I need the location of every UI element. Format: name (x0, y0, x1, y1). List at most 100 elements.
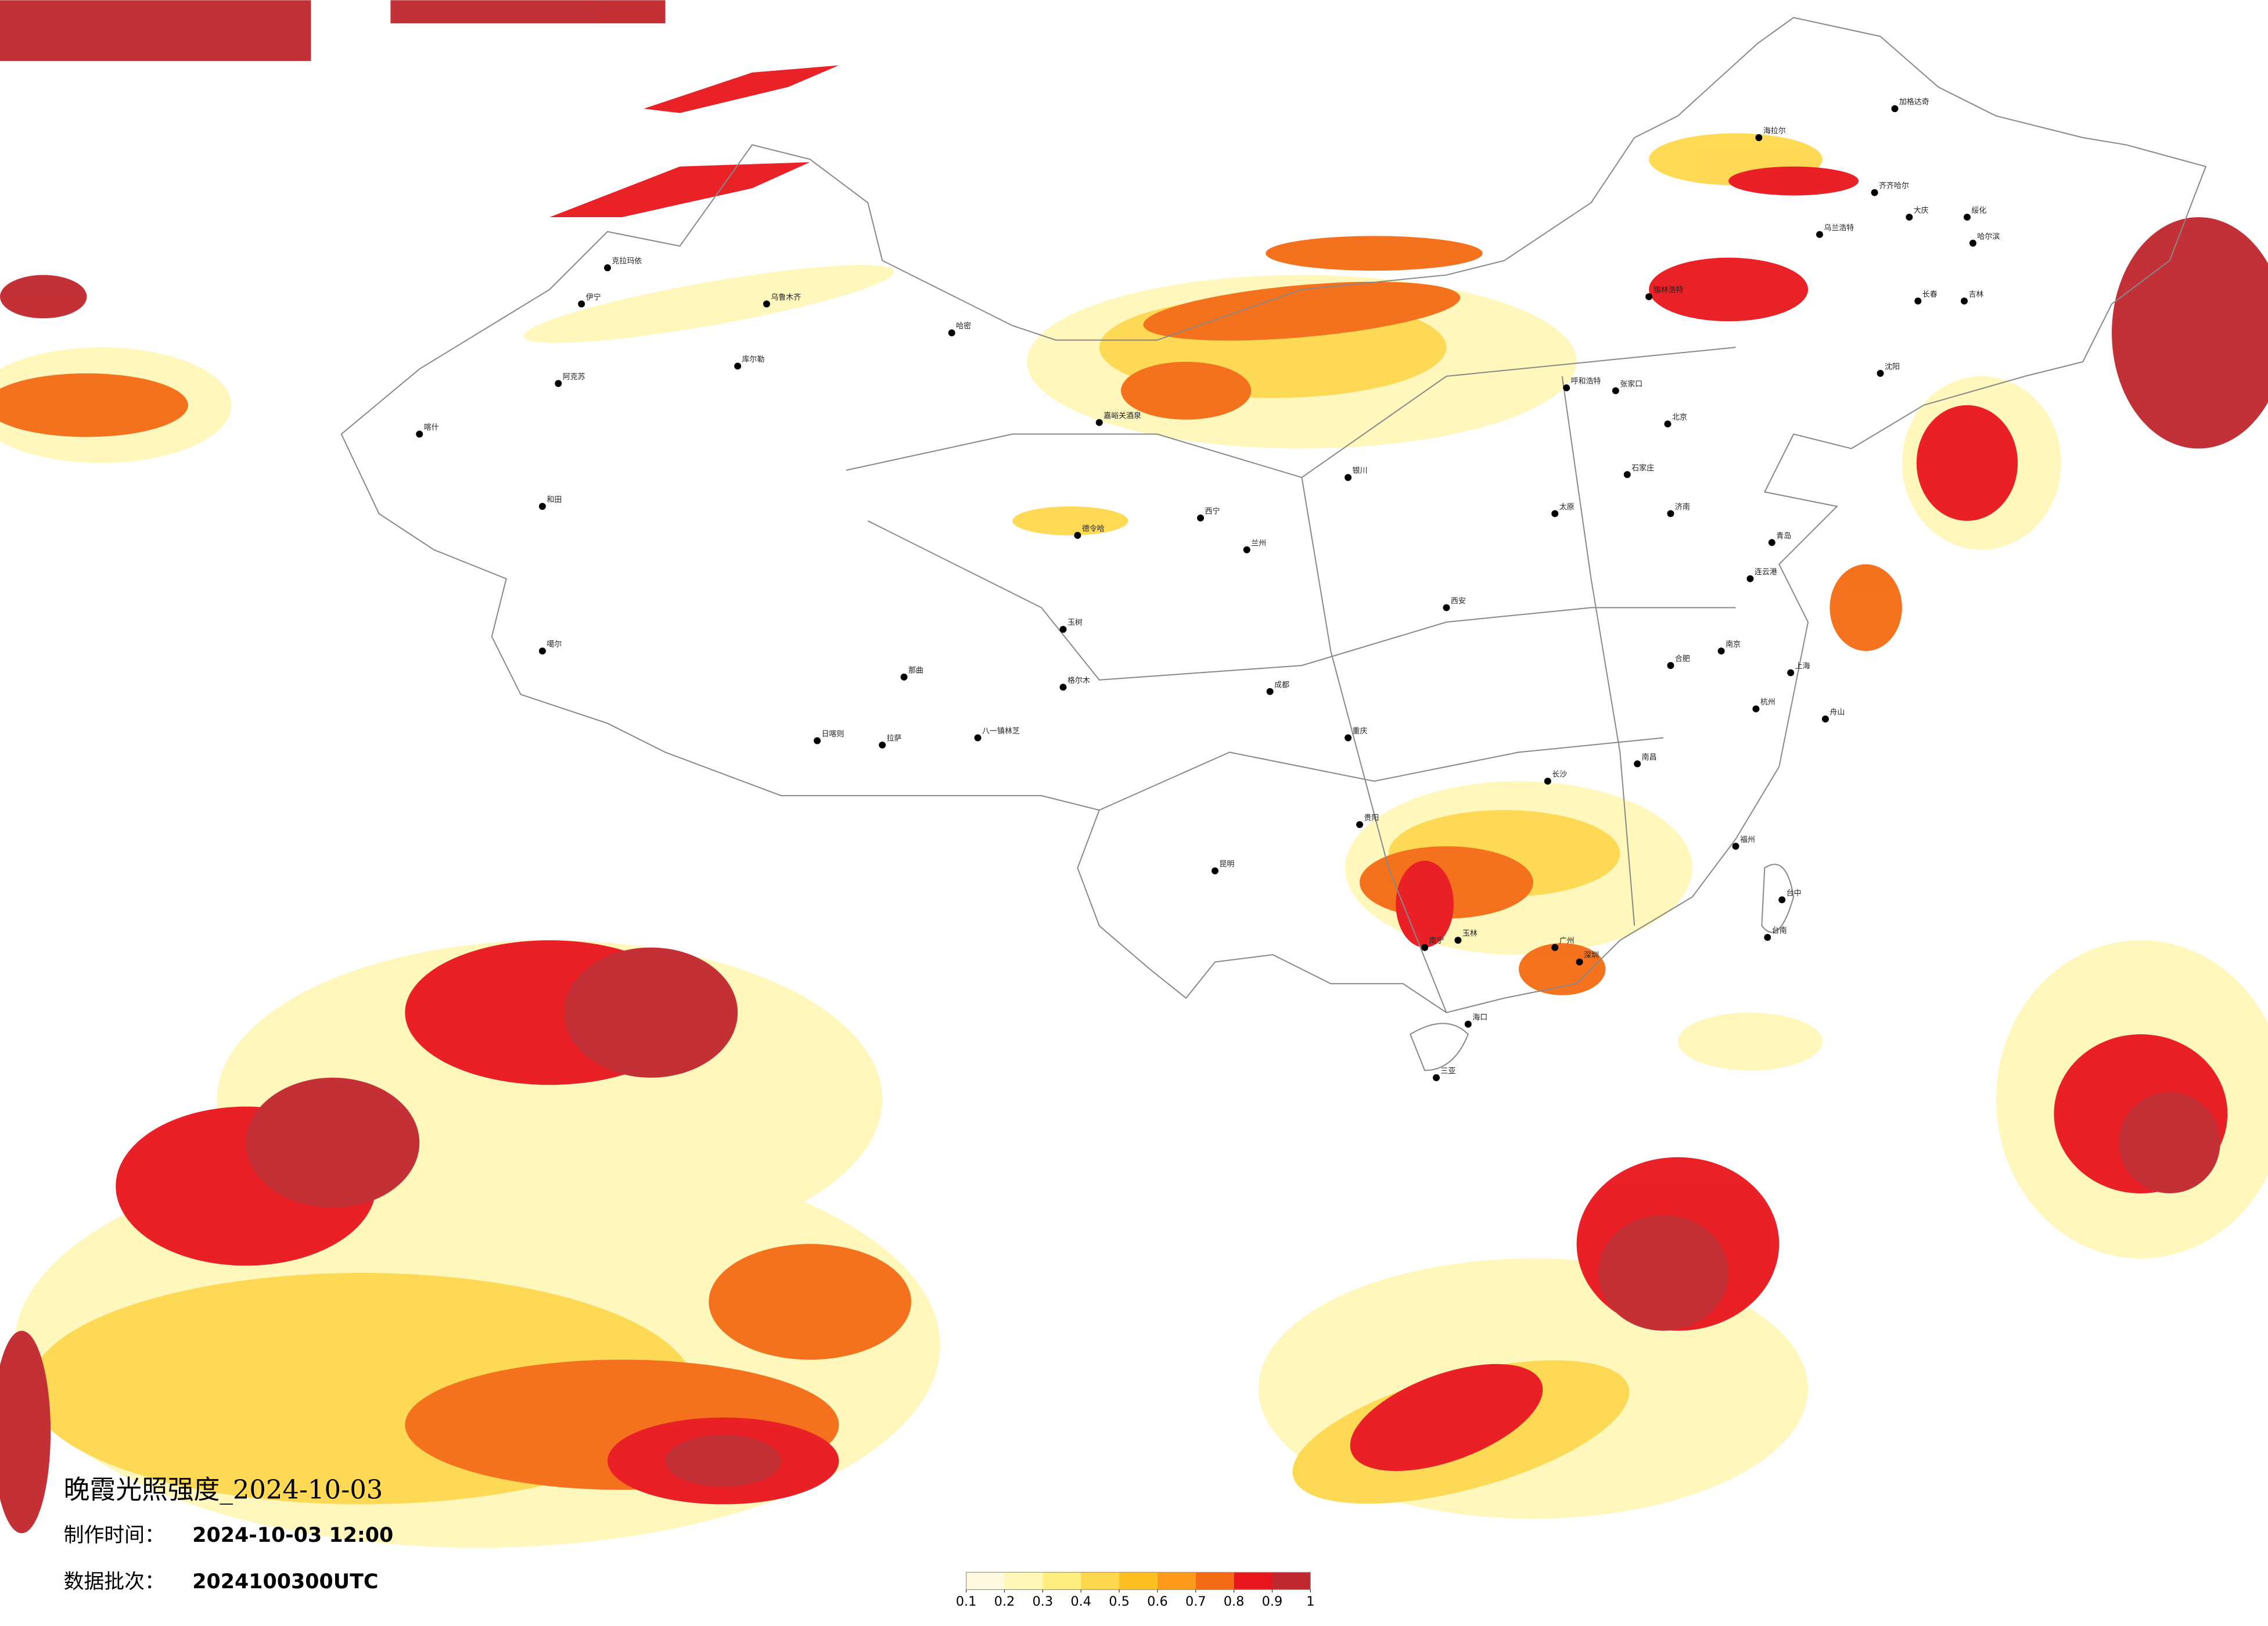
city-dot (1821, 715, 1829, 723)
city-dot (1914, 297, 1922, 305)
city-dot (974, 734, 982, 742)
colorbar-tick-label: 0.1 (956, 1594, 977, 1609)
city-label: 库尔勒 (742, 355, 765, 364)
city-dot (1551, 510, 1559, 517)
city-dot (1576, 958, 1583, 966)
city-dot (1059, 625, 1067, 633)
city-dot (1551, 944, 1559, 951)
city-label: 海口 (1472, 1013, 1487, 1022)
city-label: 日喀则 (822, 729, 844, 739)
boundaries (340, 17, 2207, 1071)
city-dot (1906, 213, 1913, 221)
colorbar-tick-label: 0.9 (1262, 1594, 1283, 1609)
city-dot (1345, 734, 1352, 742)
city-label: 格尔木 (1067, 676, 1090, 685)
city-label: 贵阳 (1364, 814, 1379, 822)
city-dot (1433, 1074, 1440, 1081)
data-batch-value: 2024100300UTC (192, 1570, 378, 1593)
city-label: 呼和浩特 (1571, 377, 1601, 386)
city-dot (1345, 474, 1352, 481)
city-dot (1059, 684, 1067, 691)
colorbar-tick-label: 0.4 (1070, 1594, 1091, 1609)
city-label: 克拉玛依 (612, 257, 642, 266)
city-label: 合肥 (1675, 655, 1690, 664)
city-label: 乌兰浩特 (1824, 223, 1854, 232)
city-dot (1778, 896, 1786, 904)
colorbar: 0.1 0.2 0.3 0.4 0.5 0.6 0.7 0.8 0.9 1 (956, 1571, 1314, 1609)
city-dot (1443, 604, 1450, 611)
city-label: 吉林 (1968, 290, 1983, 299)
city-label: 南昌 (1642, 753, 1657, 762)
city-label: 北京 (1672, 413, 1687, 422)
city-label: 大庆 (1914, 206, 1929, 215)
city-label: 台南 (1772, 926, 1787, 936)
city-label: 福州 (1740, 836, 1755, 844)
city-dot (578, 300, 585, 308)
city-dot (555, 380, 562, 387)
city-dot (900, 673, 908, 681)
city-dot (1871, 189, 1878, 196)
colorbar-tick-label: 0.2 (994, 1594, 1015, 1609)
city-label: 嘉峪关酒泉 (1104, 411, 1141, 420)
city-dot (1787, 669, 1795, 677)
city-dot (1667, 510, 1674, 517)
city-dot (1877, 369, 1884, 377)
city-dot (1961, 297, 1968, 305)
city-dot (1664, 420, 1672, 428)
city-dot (1964, 213, 1971, 221)
city-label: 三亚 (1440, 1067, 1455, 1075)
city-dot (1768, 539, 1775, 546)
city-label: 深圳 (1584, 951, 1599, 960)
city-label: 阿克苏 (563, 372, 585, 382)
colorbar-cell (1004, 1572, 1043, 1590)
city-label: 玉林 (1462, 930, 1478, 938)
city-label: 兰州 (1251, 539, 1266, 548)
city-label: 重庆 (1353, 726, 1368, 736)
colorbar-cell (1119, 1572, 1158, 1590)
city-dot (1095, 419, 1103, 426)
city-dot (1969, 239, 1976, 247)
city-label: 西宁 (1205, 506, 1220, 516)
city-dot (1667, 661, 1674, 669)
city-label: 连云港 (1755, 567, 1777, 577)
city-dot (416, 430, 423, 438)
city-label: 南宁 (1429, 936, 1444, 945)
city-dot (1717, 647, 1725, 655)
city-dot (1197, 514, 1205, 521)
city-label: 哈尔滨 (1977, 232, 2000, 241)
city-dot (1891, 105, 1899, 113)
colorbar-tick-label: 0.6 (1147, 1594, 1168, 1609)
city-dot (763, 300, 770, 308)
city-dot (1816, 231, 1823, 238)
city-dot (879, 741, 886, 749)
city-label: 锡林浩特 (1654, 286, 1684, 294)
colorbar-tick-label: 1 (1306, 1594, 1314, 1609)
city-label: 伊宁 (586, 293, 601, 302)
city-dot (948, 329, 955, 337)
city-label: 台中 (1787, 889, 1802, 898)
city-label: 南京 (1726, 640, 1741, 649)
city-label: 沈阳 (1885, 362, 1900, 371)
city-dot (814, 737, 821, 744)
city-label: 哈密 (956, 322, 971, 331)
city-label: 上海 (1795, 662, 1810, 671)
colorbar-frame (965, 1571, 1311, 1590)
city-dot (1211, 867, 1219, 875)
city-label: 长春 (1922, 290, 1938, 299)
city-dot (1634, 760, 1641, 768)
city-dot (1645, 293, 1653, 300)
colorbar-tick-label: 0.7 (1185, 1594, 1206, 1609)
city-label: 银川 (1353, 467, 1368, 476)
city-label: 张家口 (1620, 379, 1642, 388)
colorbar-cell (966, 1572, 1005, 1590)
colorbar-tick-label: 0.3 (1033, 1594, 1054, 1609)
city-label: 海拉尔 (1763, 127, 1786, 135)
city-label: 杭州 (1760, 698, 1775, 707)
data-batch-label: 数据批次： (64, 1570, 165, 1593)
city-dot (1755, 134, 1763, 141)
city-label: 和田 (547, 496, 562, 505)
map-title: 晚霞光照强度_2024-10-03 (64, 1474, 383, 1505)
colorbar-cell (1272, 1572, 1311, 1590)
